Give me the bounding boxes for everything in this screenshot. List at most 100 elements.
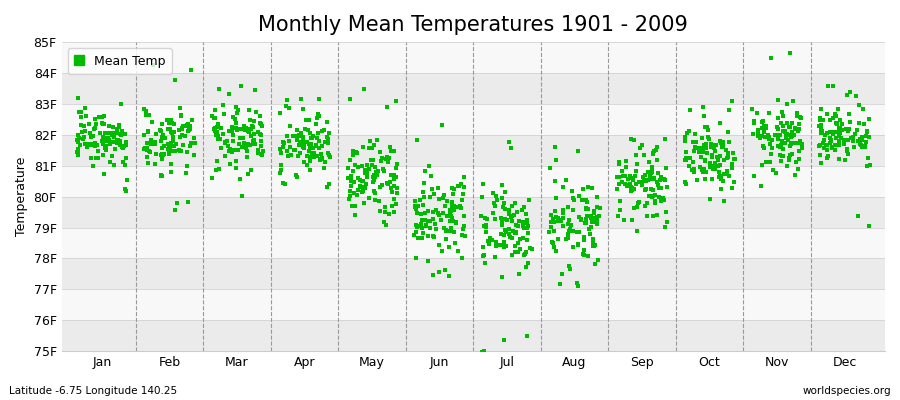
Point — [166, 120, 181, 127]
Point — [783, 151, 797, 158]
Point — [346, 152, 360, 158]
Point — [796, 141, 810, 147]
Point — [517, 204, 531, 210]
Point — [343, 177, 357, 183]
Point — [839, 126, 853, 132]
Point — [772, 152, 787, 158]
Point — [516, 222, 530, 229]
Point — [212, 136, 227, 142]
Point — [824, 138, 838, 144]
Point — [290, 174, 304, 180]
Point — [817, 137, 832, 143]
Point — [217, 111, 231, 117]
Point — [166, 148, 180, 154]
Point — [713, 153, 727, 159]
Point — [488, 254, 502, 260]
Point — [228, 116, 242, 123]
Point — [229, 125, 243, 131]
Point — [170, 200, 184, 206]
Point — [110, 138, 124, 144]
Point — [694, 154, 708, 160]
Point — [162, 148, 176, 154]
Point — [563, 225, 578, 232]
Point — [855, 134, 869, 140]
Point — [410, 137, 424, 143]
Point — [180, 122, 194, 129]
Point — [498, 239, 512, 245]
Point — [587, 210, 601, 216]
Bar — [61, 135, 885, 166]
Point — [555, 206, 570, 213]
Point — [850, 127, 865, 133]
Point — [783, 143, 797, 149]
Point — [584, 215, 598, 221]
Point — [572, 192, 586, 199]
Point — [775, 139, 789, 146]
Point — [754, 183, 769, 190]
Point — [861, 134, 876, 140]
Point — [544, 239, 559, 245]
Point — [548, 214, 562, 220]
Point — [547, 228, 562, 234]
Point — [99, 146, 113, 153]
Point — [222, 160, 237, 167]
Point — [86, 133, 100, 140]
Point — [516, 221, 530, 227]
Point — [298, 139, 312, 145]
Point — [418, 222, 433, 228]
Point — [96, 121, 111, 127]
Point — [580, 199, 594, 205]
Point — [826, 129, 841, 135]
Point — [174, 148, 188, 154]
Point — [346, 147, 361, 154]
Point — [167, 77, 182, 84]
Point — [438, 228, 453, 234]
Point — [87, 140, 102, 146]
Point — [111, 139, 125, 145]
Point — [223, 146, 238, 152]
Point — [813, 114, 827, 121]
Point — [747, 118, 761, 124]
Point — [300, 139, 314, 146]
Point — [561, 221, 575, 228]
Point — [360, 174, 374, 180]
Point — [84, 155, 98, 162]
Point — [647, 174, 662, 181]
Point — [518, 225, 532, 231]
Point — [302, 141, 317, 148]
Point — [685, 167, 699, 173]
Point — [824, 129, 838, 136]
Point — [791, 166, 806, 172]
Point — [832, 142, 846, 148]
Point — [274, 150, 288, 156]
Point — [715, 144, 729, 150]
Point — [117, 186, 131, 192]
Point — [590, 194, 604, 200]
Point — [307, 150, 321, 156]
Point — [853, 135, 868, 142]
Point — [752, 135, 767, 142]
Point — [555, 210, 570, 216]
Point — [570, 229, 584, 235]
Point — [371, 168, 385, 174]
Point — [645, 194, 660, 201]
Point — [544, 212, 558, 218]
Point — [244, 166, 258, 173]
Bar — [61, 258, 885, 289]
Point — [95, 134, 110, 140]
Point — [769, 170, 783, 176]
Point — [239, 126, 254, 132]
Point — [721, 150, 735, 157]
Point — [183, 126, 197, 132]
Point — [387, 148, 401, 154]
Point — [566, 195, 580, 202]
Point — [436, 225, 451, 231]
Point — [682, 155, 697, 161]
Point — [679, 154, 693, 161]
Point — [97, 144, 112, 151]
Point — [505, 203, 519, 209]
Point — [763, 159, 778, 165]
Point — [525, 246, 539, 252]
Point — [624, 188, 638, 195]
Point — [495, 182, 509, 189]
